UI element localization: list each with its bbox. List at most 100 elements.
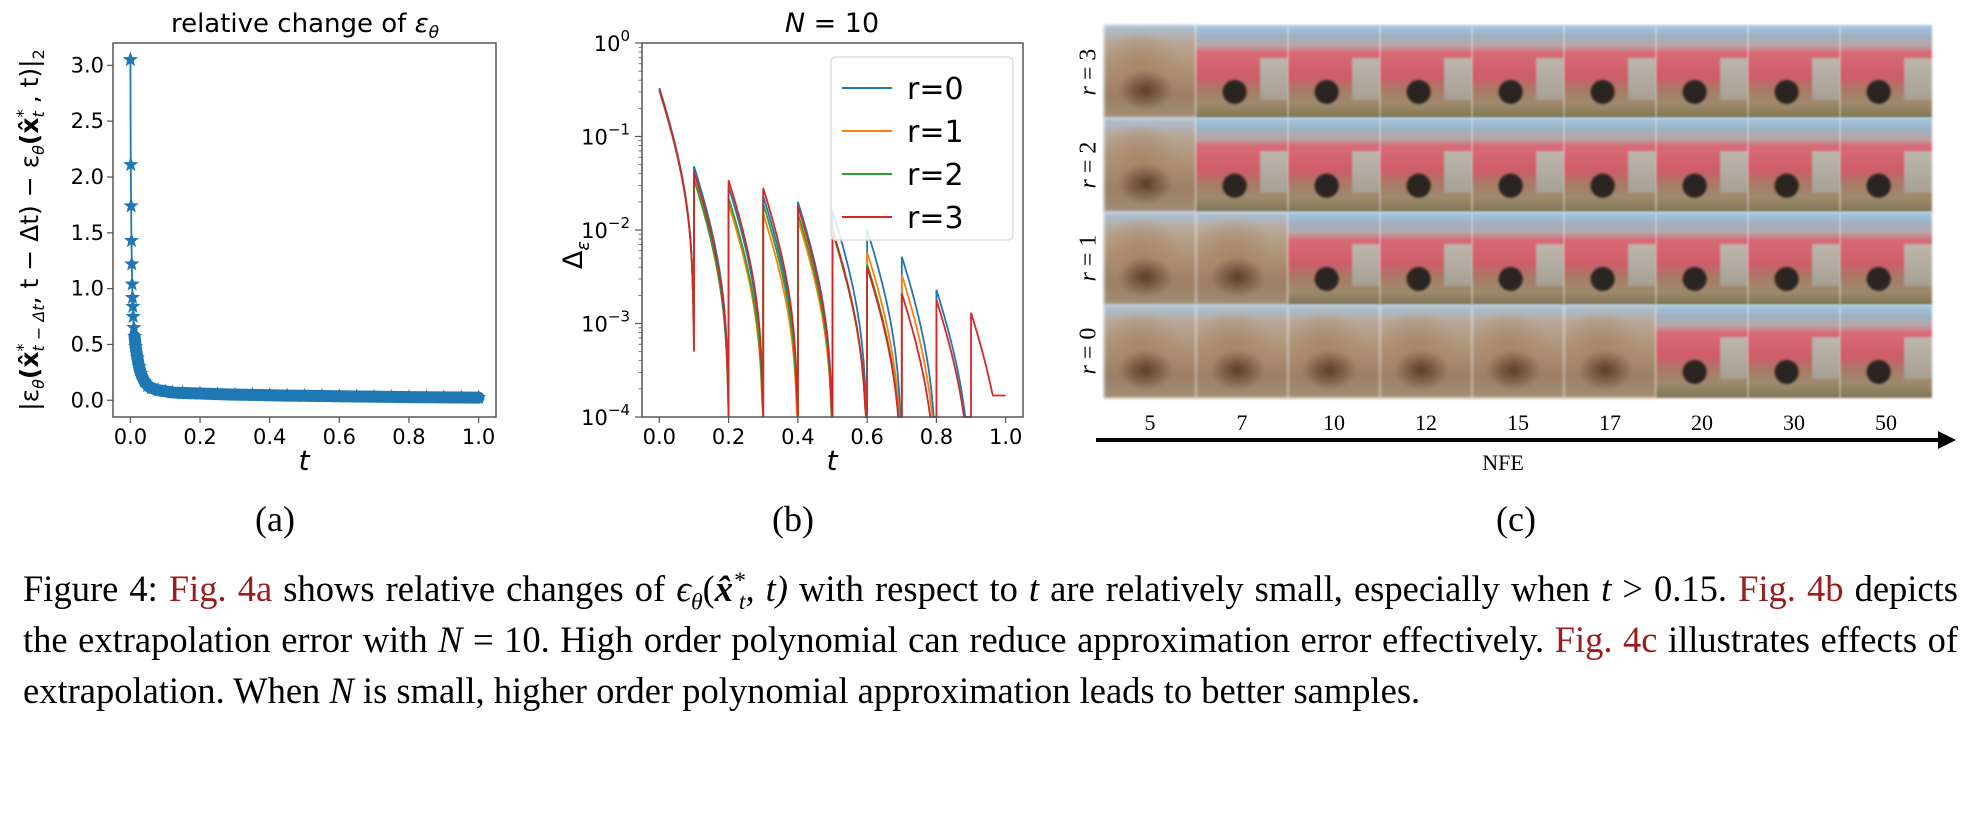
caption-math: N [438, 619, 463, 660]
sample-image-blurry [1288, 304, 1380, 398]
sample-image-car [1564, 211, 1656, 305]
legend-frame [830, 56, 1014, 241]
x-tick-label: 0.8 [920, 425, 953, 449]
data-point-star [128, 338, 144, 354]
sample-image-blurry [1564, 304, 1656, 398]
data-point-star [123, 232, 140, 248]
row-label: r = 2 [1075, 141, 1102, 189]
data-point-star [123, 198, 139, 213]
sample-image-blurry [1104, 304, 1196, 398]
nfe-tick-label: 5 [1144, 410, 1156, 435]
sample-image-blurry [1380, 304, 1472, 398]
sample-image-car [1748, 118, 1840, 212]
x-tick-label: 0.2 [712, 425, 745, 449]
figure-caption: Figure 4: Fig. 4a shows relative changes… [23, 563, 1958, 716]
data-point-star [131, 358, 147, 374]
data-point-star [124, 289, 141, 304]
panel-b-legend: r=0 r=1 r=2 r=3 [830, 56, 1014, 241]
data-point-star [453, 389, 469, 404]
nfe-tick-label: 7 [1236, 410, 1248, 435]
fig-4c-link[interactable]: Fig. 4c [1554, 619, 1658, 660]
data-point-star [279, 387, 295, 402]
sample-image-blurry [1196, 304, 1288, 398]
data-point-star [418, 389, 434, 404]
panel-a-ylabel: |εθ(x̂*t − Δt, t − Δt) − εθ(x̂*t , t)|2 [13, 49, 48, 411]
sample-image-car [1656, 25, 1748, 119]
caption-math: N [329, 670, 354, 711]
nfe-tick-label: 10 [1323, 410, 1345, 435]
caption-text: with respect to [787, 568, 1029, 609]
sample-image-car [1472, 211, 1564, 305]
caption-math: t [1028, 568, 1040, 609]
x-tick-label: 0.0 [114, 425, 147, 449]
sample-image-car [1840, 25, 1932, 119]
data-point-star [124, 276, 140, 291]
legend-label: r=0 [907, 72, 964, 107]
sample-image-blurry [1104, 25, 1196, 119]
data-point-star [262, 387, 278, 402]
y-tick-label: 10−1 [581, 121, 630, 150]
sample-image-car [1748, 211, 1840, 305]
data-point-star [125, 298, 141, 313]
data-point-star [436, 389, 452, 404]
series-line-r=0 [658, 87, 971, 418]
sample-image-car [1748, 25, 1840, 119]
series-line-r=3 [658, 89, 1006, 418]
figure-plots: relative change of εθ 0.0 0.2 0.4 0.6 0.8 1.0… [13, 8, 1024, 477]
data-point-star [314, 388, 330, 403]
panel-a-title: relative change of εθ [171, 9, 440, 43]
sample-image-car [1380, 211, 1472, 305]
panel-a-chart: relative change of εθ 0.0 0.2 0.4 0.6 0.8 1.0… [13, 9, 497, 477]
x-tick-label: 0.4 [253, 425, 286, 449]
data-point-star [349, 388, 365, 403]
sample-image-car [1656, 304, 1748, 398]
y-tick-label: 10−3 [581, 308, 630, 337]
sample-image-grid [1104, 25, 1932, 398]
caption-math: t [1601, 568, 1612, 609]
fig-4b-link[interactable]: Fig. 4b [1738, 568, 1844, 609]
caption-text: are relatively small, especially when [1039, 568, 1602, 609]
caption-text: depicts the extrapolation error with [23, 568, 1958, 660]
nfe-tick-label: 15 [1507, 410, 1529, 435]
nfe-axis-arrow [1096, 438, 1941, 442]
y-tick-label: 100 [594, 27, 630, 56]
x-tick-label: 0.0 [643, 425, 676, 449]
sample-image-car [1196, 118, 1288, 212]
arrowhead-icon [1938, 431, 1956, 449]
caption-text: illustrates effects of extrapolation. Wh… [23, 619, 1958, 711]
sample-image-car [1656, 118, 1748, 212]
sample-image-blurry [1104, 118, 1196, 212]
caption-text: = 10. High order polynomial can reduce a… [462, 619, 1555, 660]
data-point-star [127, 328, 143, 344]
x-tick-label: 1.0 [989, 425, 1022, 449]
data-point-star [175, 385, 191, 400]
nfe-tick-label: 30 [1783, 410, 1805, 435]
sample-image-car [1196, 25, 1288, 119]
y-tick-label: 1.5 [71, 221, 104, 245]
x-tick-label: 0.6 [850, 425, 883, 449]
legend-label: r=2 [907, 158, 964, 193]
legend-label: r=1 [907, 115, 964, 150]
series-line [129, 59, 479, 399]
y-tick-label: 10−4 [581, 401, 630, 430]
nfe-tick-label: 50 [1875, 410, 1897, 435]
data-point-star [366, 388, 382, 404]
data-point-star [164, 384, 180, 399]
panel-a-axes-frame [112, 42, 497, 418]
nfe-axis-label: NFE [1482, 450, 1524, 475]
sample-image-blurry [1472, 304, 1564, 398]
y-tick-label: 0.5 [71, 332, 104, 356]
panel-b-axes-frame [641, 42, 1024, 418]
sample-image-car [1380, 25, 1472, 119]
sample-image-car [1840, 118, 1932, 212]
y-tick-label: 2.5 [71, 109, 104, 133]
nfe-tick-label: 20 [1691, 410, 1713, 435]
data-point-star [471, 389, 487, 404]
sample-image-car [1380, 118, 1472, 212]
nfe-tick-label: 12 [1415, 410, 1437, 435]
panel-a-xlabel: t [299, 444, 311, 477]
caption-text: is small, higher order polynomial approx… [353, 670, 1421, 711]
fig-4a-link[interactable]: Fig. 4a [168, 568, 273, 609]
data-point-star [296, 387, 313, 403]
panel-b-chart: N = 10 0.0 0.2 0.4 0.6 0.8 1.0 100 10−1 10−2 10−3… [558, 8, 1024, 477]
